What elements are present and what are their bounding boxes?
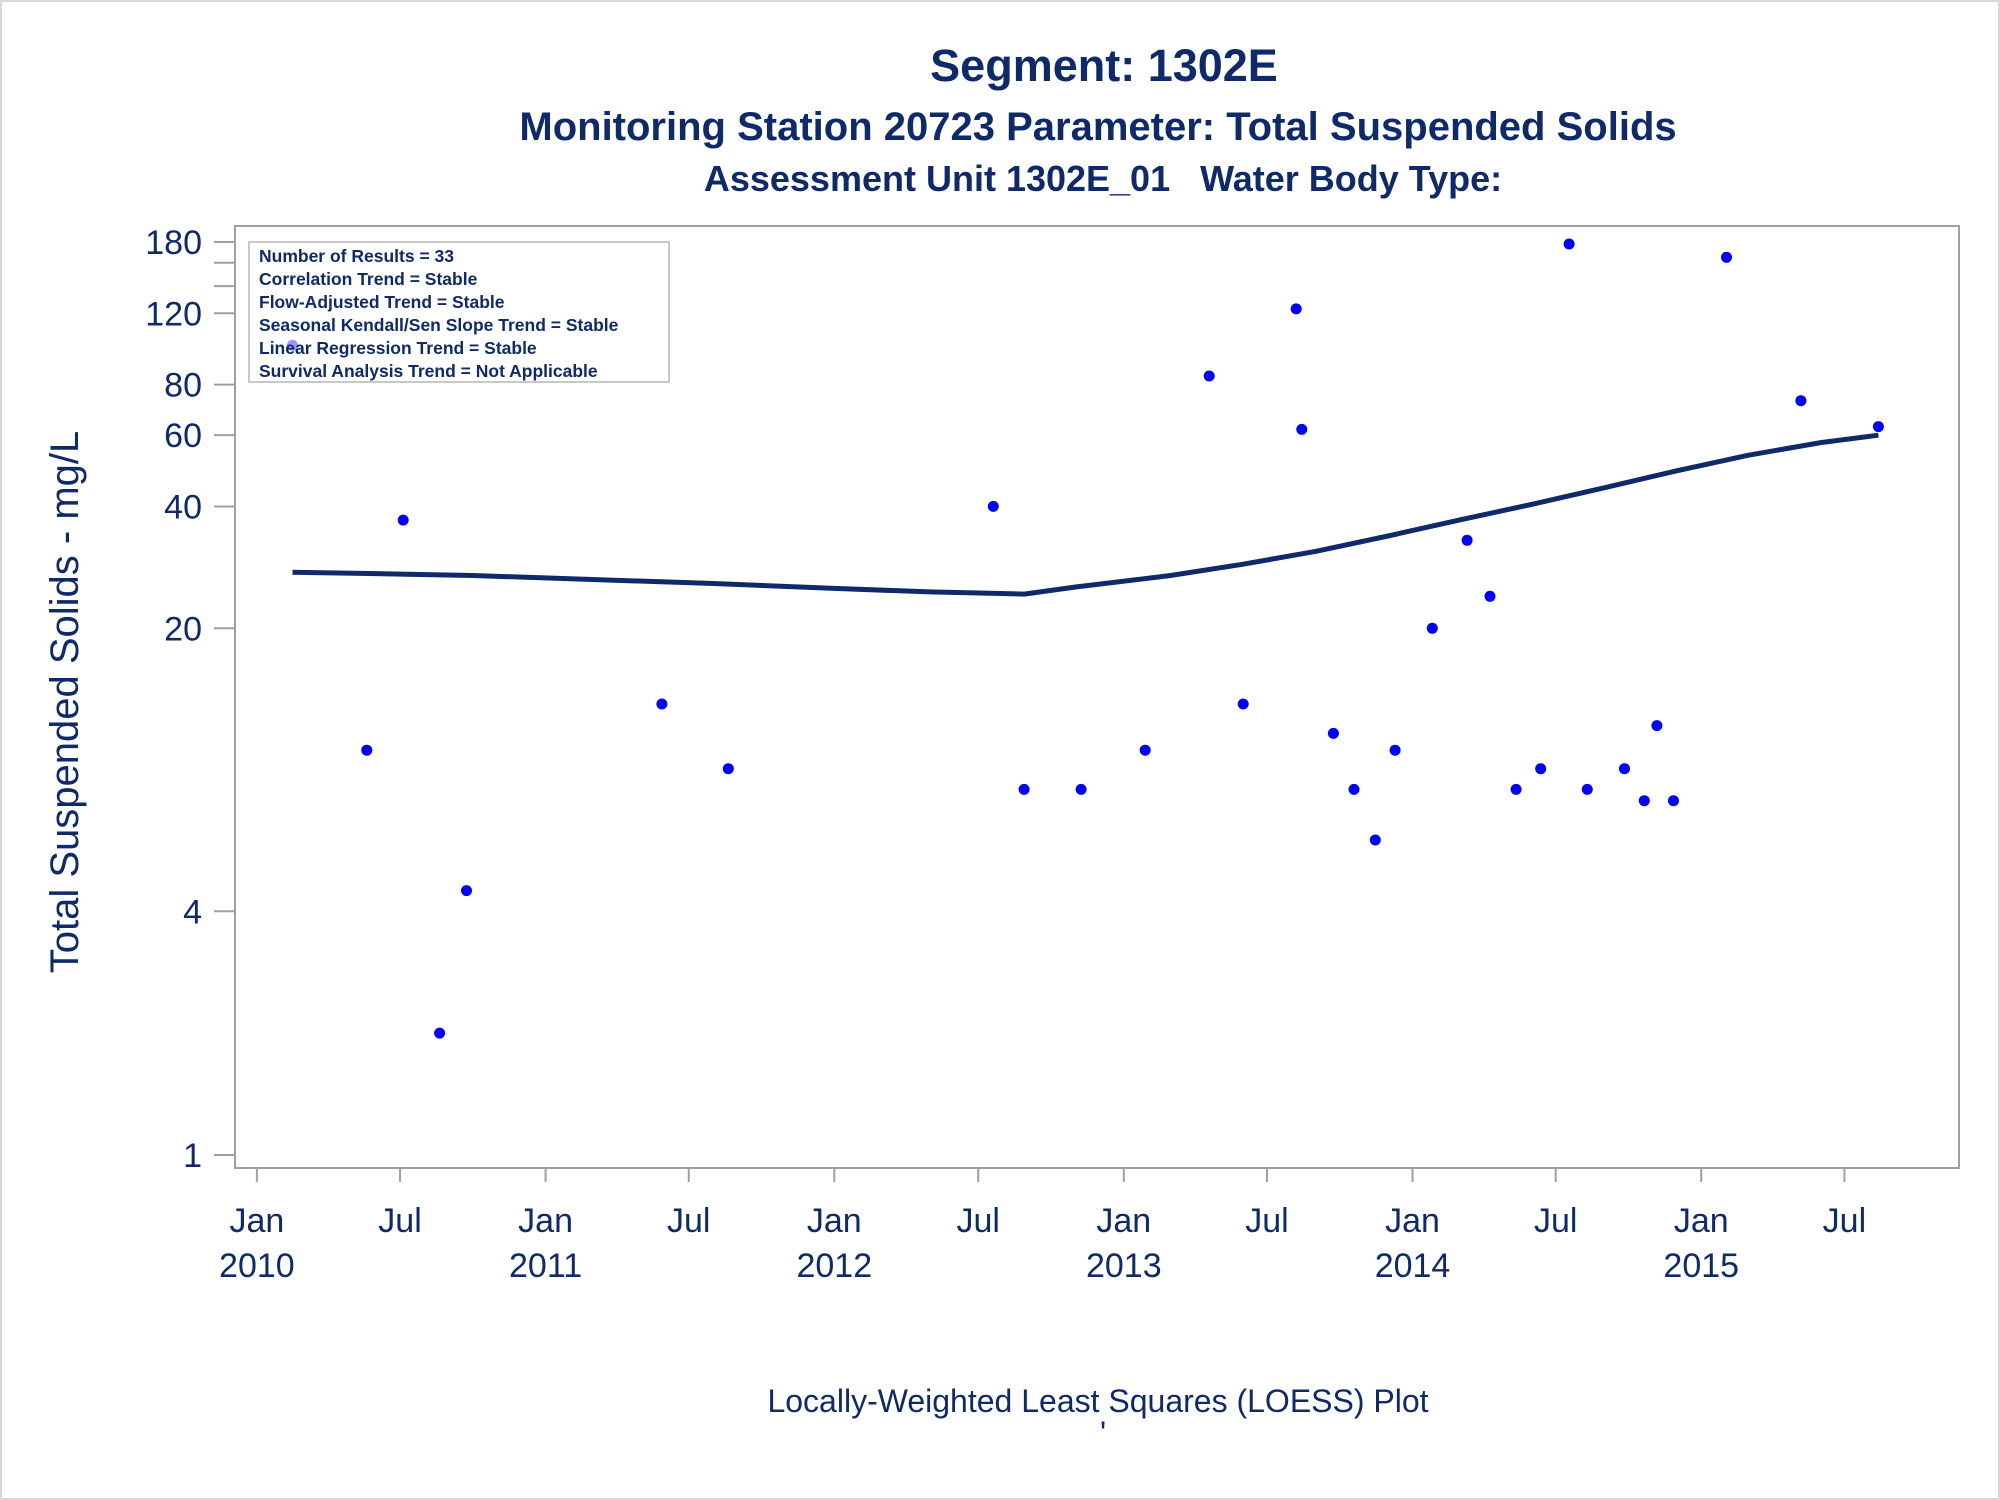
x-axis: Jan 2010 Jul Jan 2011 Jul Jan 2012 Jul Jan 2013 Jul… [219, 1168, 1866, 1285]
data-point [1535, 763, 1547, 775]
y-tick-label: 4 [183, 893, 202, 931]
x-tick-label: Jan [1385, 1202, 1440, 1240]
data-point [1237, 698, 1249, 710]
data-point [1203, 370, 1215, 382]
data-point [1327, 727, 1339, 739]
data-point [1348, 783, 1360, 795]
stats-box-border [248, 241, 670, 383]
chart-subtitle: Monitoring Station 20723 Parameter: Tota… [519, 105, 1676, 149]
loess-layer [292, 432, 1879, 597]
x-tick-label: Jul [1534, 1202, 1577, 1240]
data-point [1139, 744, 1151, 756]
y-tick-label: 1 [183, 1137, 202, 1175]
x-tick-label: Jan [229, 1202, 284, 1240]
x-tick-label: Jul [957, 1202, 1000, 1240]
data-point [722, 763, 734, 775]
data-point [1668, 795, 1679, 807]
chart-subtitle-2: Assessment Unit 1302E_01 Water Body Type… [704, 158, 1502, 199]
data-point [1018, 783, 1030, 795]
stats-line: Survival Analysis Trend = Not Applicable [259, 361, 598, 381]
data-point [434, 1027, 446, 1039]
x-tick-label: Jan [518, 1202, 573, 1240]
y-tick-label: 180 [145, 224, 202, 262]
stats-line: Correlation Trend = Stable [259, 269, 478, 289]
data-point [987, 500, 999, 512]
data-point [1075, 783, 1087, 795]
stats-line: Flow-Adjusted Trend = Stable [259, 292, 505, 312]
stats-box: Number of Results = 33 Correlation Trend … [248, 241, 670, 383]
data-point [1290, 303, 1302, 315]
y-tick-label: 40 [164, 488, 202, 526]
x-tick-label: Jul [667, 1202, 710, 1240]
data-point [1426, 622, 1438, 634]
stats-line: Linear Regression Trend = Stable [259, 338, 537, 358]
data-point [1563, 238, 1575, 250]
data-point [361, 744, 373, 756]
data-point [1484, 590, 1496, 602]
x-tick-year-label: 2014 [1375, 1247, 1451, 1285]
data-point [1461, 534, 1473, 546]
x-tick-year-label: 2011 [509, 1247, 582, 1285]
y-tick-label: 80 [164, 367, 202, 405]
x-tick-year-label: 2012 [796, 1247, 872, 1285]
data-point [1795, 395, 1807, 407]
footnote: Locally-Weighted Least Squares (LOESS) P… [767, 1383, 1428, 1419]
data-point [1651, 720, 1663, 732]
data-point [1619, 763, 1630, 775]
y-axis: 1 4 20 40 60 80 120 180 [145, 224, 235, 1175]
data-point [1872, 421, 1884, 433]
data-point [1581, 783, 1593, 795]
x-tick-year-label: 2015 [1663, 1247, 1739, 1285]
data-point [656, 698, 668, 710]
chart-title: Segment: 1302E [930, 40, 1278, 91]
stats-line: Seasonal Kendall/Sen Slope Trend = Stabl… [259, 315, 619, 335]
data-point [1510, 783, 1522, 795]
data-point [1296, 423, 1308, 435]
x-tick-label: Jul [378, 1202, 421, 1240]
plot-area [234, 225, 1960, 1169]
loess-line [292, 432, 1879, 597]
data-point [1369, 834, 1381, 846]
y-axis-label: Total Suspended Solids - mg/L [43, 431, 87, 974]
x-tick-year-label: 2013 [1086, 1247, 1162, 1285]
x-tick-label: Jul [1245, 1202, 1288, 1240]
data-point [461, 885, 472, 897]
y-tick-label: 20 [164, 610, 202, 648]
y-tick-label: 120 [145, 295, 202, 333]
data-point [397, 514, 409, 526]
footnote-mark: ' [1100, 1415, 1106, 1451]
y-tick-label: 60 [164, 417, 202, 455]
data-point [1638, 795, 1650, 807]
x-tick-label: Jan [1096, 1202, 1151, 1240]
x-tick-label: Jan [1674, 1202, 1729, 1240]
x-tick-label: Jan [807, 1202, 862, 1240]
data-point [1721, 251, 1732, 263]
x-tick-year-label: 2010 [219, 1247, 295, 1285]
x-tick-label: Jul [1823, 1202, 1866, 1240]
stats-line: Number of Results = 33 [259, 246, 454, 266]
data-point [1389, 744, 1401, 756]
